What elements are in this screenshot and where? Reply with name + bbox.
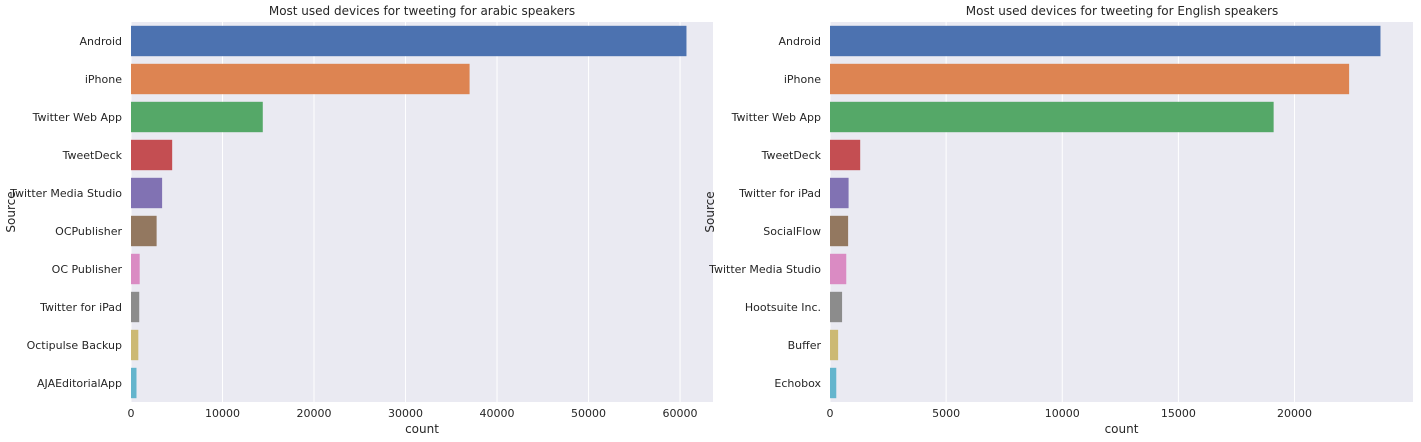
chart-1: Android iPhone Twitter Web App TweetDeck Twi…	[4, 4, 713, 436]
y-tick-label: Twitter Web App	[32, 111, 122, 124]
y-tick-label: Hootsuite Inc.	[745, 301, 821, 314]
bar	[830, 329, 839, 361]
x-tick-label: 40000	[480, 407, 515, 420]
y-tick-label: Twitter Media Studio	[9, 187, 122, 200]
y-tick-label: OCPublisher	[55, 225, 122, 238]
y-tick-label: Twitter for iPad	[39, 301, 122, 314]
x-tick-label: 30000	[388, 407, 423, 420]
x-tick-label: 20000	[1277, 407, 1312, 420]
x-tick-label: 0	[128, 407, 135, 420]
bar	[131, 215, 157, 247]
bar	[131, 63, 470, 95]
bar	[830, 25, 1381, 57]
x-tick-label: 50000	[571, 407, 606, 420]
y-tick-label: Android	[79, 35, 122, 48]
bar	[830, 101, 1274, 133]
chart-title: Most used devices for tweeting for arabi…	[269, 4, 575, 18]
y-tick-label: Echobox	[774, 377, 821, 390]
bar	[830, 253, 847, 285]
y-tick-label: OC Publisher	[52, 263, 123, 276]
x-tick-label: 10000	[1045, 407, 1080, 420]
y-tick-label: iPhone	[85, 73, 122, 86]
bar	[830, 215, 849, 247]
y-tick-label: iPhone	[784, 73, 821, 86]
y-tick-label: Twitter for iPad	[738, 187, 821, 200]
chart-2: Android iPhone Twitter Web App TweetDeck Twi…	[703, 4, 1413, 436]
y-tick-label: TweetDeck	[62, 149, 123, 162]
y-tick-label: Twitter Web App	[731, 111, 821, 124]
bar	[830, 177, 849, 209]
chart-title: Most used devices for tweeting for Engli…	[966, 4, 1278, 18]
bar	[131, 177, 163, 209]
bar	[830, 139, 861, 171]
x-tick-label: 15000	[1161, 407, 1196, 420]
x-tick-label: 60000	[663, 407, 698, 420]
bar	[131, 291, 140, 323]
y-axis-label: Source	[4, 191, 18, 232]
x-tick-label: 5000	[932, 407, 960, 420]
x-axis-label: count	[1105, 422, 1139, 436]
bar	[830, 63, 1350, 95]
bar	[830, 367, 837, 399]
bar	[131, 25, 687, 57]
y-tick-label: Buffer	[788, 339, 822, 352]
bar	[131, 101, 263, 133]
bar	[131, 139, 173, 171]
bar	[131, 253, 140, 285]
y-axis-label: Source	[703, 191, 717, 232]
y-tick-label: TweetDeck	[761, 149, 822, 162]
y-tick-label: Android	[778, 35, 821, 48]
bar	[830, 291, 843, 323]
x-tick-label: 0	[827, 407, 834, 420]
y-tick-label: AJAEditorialApp	[37, 377, 122, 390]
bar	[131, 329, 139, 361]
y-tick-label: Twitter Media Studio	[708, 263, 821, 276]
y-tick-label: Octipulse Backup	[27, 339, 122, 352]
bar	[131, 367, 137, 399]
x-tick-label: 20000	[297, 407, 332, 420]
x-tick-label: 10000	[205, 407, 240, 420]
y-tick-label: SocialFlow	[763, 225, 821, 238]
x-axis-label: count	[405, 422, 439, 436]
